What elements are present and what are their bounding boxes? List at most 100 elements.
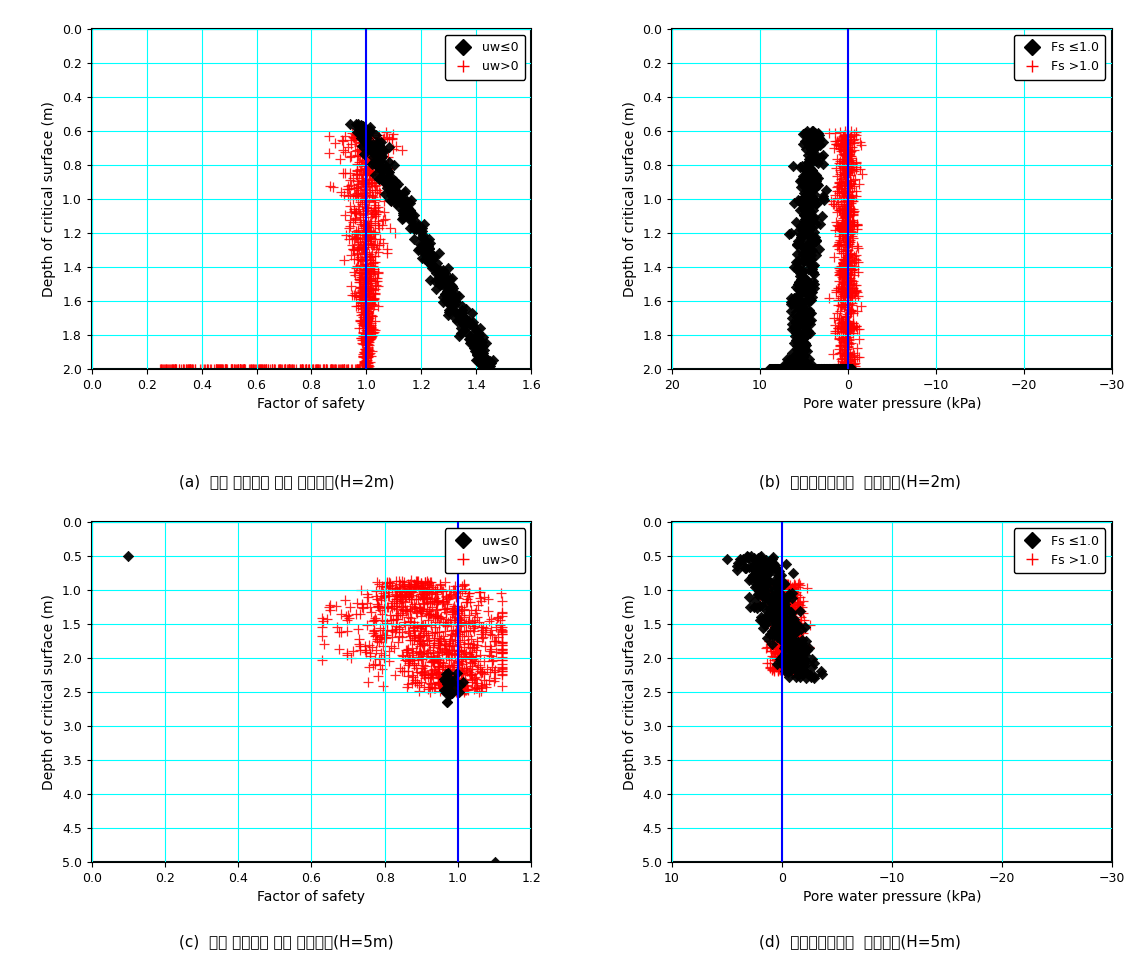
Point	[352, 117, 370, 132]
Point	[293, 361, 312, 376]
Point	[796, 361, 815, 376]
Point	[242, 361, 260, 376]
Point	[719, 552, 737, 567]
Point	[370, 577, 388, 592]
Point	[427, 665, 446, 680]
Point	[782, 225, 800, 240]
Point	[434, 677, 453, 693]
Point	[840, 233, 858, 248]
Point	[839, 270, 857, 285]
Point	[450, 288, 469, 304]
Point	[835, 160, 854, 175]
Point	[837, 150, 855, 166]
Point	[769, 573, 787, 588]
Point	[354, 146, 372, 161]
Point	[779, 650, 798, 666]
Point	[764, 596, 783, 611]
Point	[832, 281, 850, 296]
Point	[315, 361, 333, 376]
Point	[768, 645, 786, 660]
Point	[795, 348, 814, 363]
Point	[838, 309, 856, 325]
Point	[751, 583, 769, 599]
Point	[493, 652, 511, 668]
Point	[338, 139, 356, 154]
Point	[371, 621, 390, 636]
Point	[839, 346, 857, 361]
Point	[775, 655, 793, 671]
Point	[822, 194, 840, 209]
Point	[837, 269, 855, 285]
Point	[769, 657, 787, 673]
Point	[354, 274, 372, 289]
Point	[831, 346, 849, 361]
Point	[401, 628, 419, 644]
Point	[848, 288, 866, 304]
Point	[783, 661, 801, 676]
Point	[351, 148, 369, 164]
Point	[780, 354, 799, 369]
Point	[409, 629, 427, 645]
Point	[752, 565, 770, 581]
Point	[807, 361, 825, 376]
Point	[235, 361, 253, 376]
Point	[418, 245, 437, 261]
Point	[813, 667, 831, 682]
Point	[837, 360, 855, 376]
Point	[767, 603, 785, 618]
Point	[779, 638, 798, 653]
Point	[785, 647, 803, 662]
Point	[362, 349, 380, 364]
Point	[401, 613, 419, 628]
Point	[463, 658, 481, 673]
Point	[740, 589, 759, 604]
Point	[768, 617, 786, 632]
Point	[385, 599, 403, 614]
Point	[493, 604, 511, 620]
Point	[777, 606, 795, 622]
Point	[304, 361, 322, 376]
Point	[462, 640, 480, 655]
Point	[441, 271, 460, 286]
Point	[413, 660, 431, 675]
Point	[832, 220, 850, 236]
Point	[439, 307, 457, 322]
Point	[774, 633, 792, 649]
Point	[356, 125, 375, 140]
Point	[778, 632, 796, 648]
Point	[771, 657, 790, 673]
Point	[829, 190, 847, 205]
Point	[771, 602, 790, 617]
Point	[350, 361, 368, 376]
X-axis label: Pore water pressure (kPa): Pore water pressure (kPa)	[802, 891, 981, 904]
Point	[353, 596, 371, 611]
Point	[350, 240, 368, 255]
Point	[834, 361, 853, 376]
Point	[359, 223, 377, 239]
Point	[362, 317, 380, 332]
Point	[454, 673, 472, 689]
Point	[414, 227, 432, 242]
Point	[749, 580, 768, 595]
Point	[777, 650, 795, 666]
Point	[778, 352, 796, 367]
Point	[466, 336, 485, 352]
Point	[796, 361, 815, 376]
Point	[372, 145, 391, 160]
Point	[806, 361, 824, 376]
Point	[786, 650, 804, 666]
Point	[839, 357, 857, 373]
Point	[441, 587, 460, 603]
Point	[787, 288, 806, 304]
Point	[769, 653, 787, 669]
Point	[801, 279, 819, 294]
Point	[355, 355, 374, 371]
Point	[351, 209, 369, 224]
Point	[839, 284, 857, 299]
Point	[786, 315, 804, 331]
Point	[774, 623, 792, 638]
Point	[408, 573, 426, 588]
Point	[776, 598, 794, 613]
Point	[848, 217, 866, 233]
Point	[235, 361, 253, 376]
